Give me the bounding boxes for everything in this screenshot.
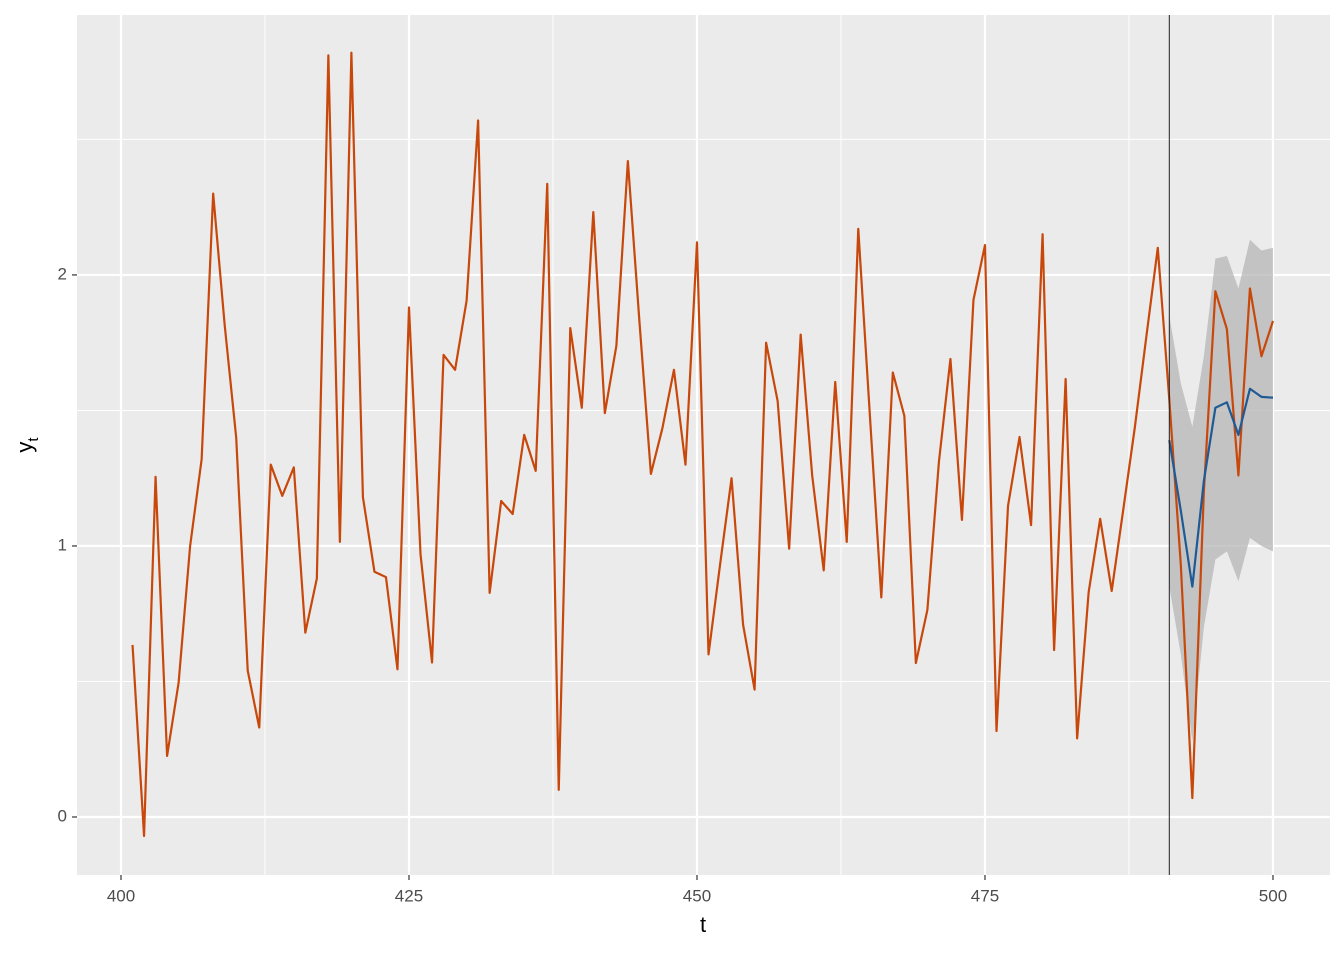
series-line bbox=[1168, 387, 1274, 588]
x-tick-label: 400 bbox=[107, 886, 135, 905]
y-tick-label: 2 bbox=[58, 264, 67, 283]
y-tick-label: 0 bbox=[58, 806, 67, 825]
x-tick-label: 475 bbox=[971, 886, 999, 905]
y-axis-title-main: y bbox=[12, 442, 37, 453]
y-tick-label: 1 bbox=[58, 535, 67, 554]
forecast-interval bbox=[1169, 239, 1273, 742]
series-line bbox=[131, 51, 1275, 838]
y-axis-title-subscript: t bbox=[25, 437, 42, 442]
x-axis-title: t bbox=[700, 912, 706, 937]
x-tick-label: 425 bbox=[395, 886, 423, 905]
y-axis-title: yt bbox=[12, 437, 42, 453]
x-tick-label: 450 bbox=[683, 886, 711, 905]
x-tick-label: 500 bbox=[1259, 886, 1287, 905]
